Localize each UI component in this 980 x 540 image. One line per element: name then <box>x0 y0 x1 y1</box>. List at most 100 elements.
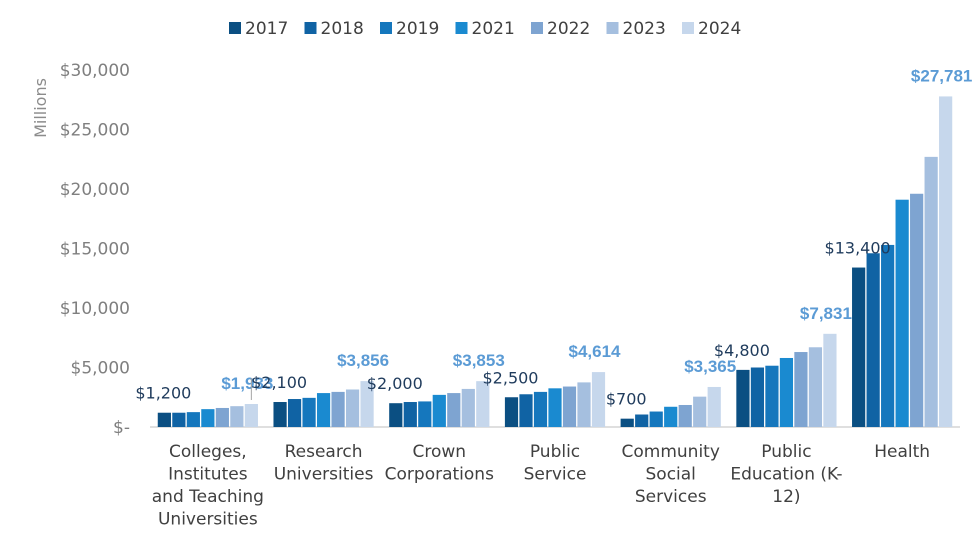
category-label: Community <box>622 442 720 462</box>
legend-label-2017: 2017 <box>245 19 288 39</box>
data-label-last: $4,614 <box>569 342 622 361</box>
bar <box>924 156 938 427</box>
y-tick-label: $- <box>113 418 130 438</box>
legend-swatch-2018 <box>304 22 317 34</box>
category-label: Public <box>530 442 580 462</box>
bar <box>244 404 258 427</box>
y-tick-label: $25,000 <box>60 121 130 141</box>
category-label: Corporations <box>385 465 494 485</box>
bar <box>533 391 548 427</box>
y-tick-label: $20,000 <box>60 180 130 200</box>
bar <box>331 391 345 427</box>
legend-label-2019: 2019 <box>396 19 439 39</box>
bar <box>591 372 606 427</box>
data-label-first: $700 <box>606 390 647 409</box>
bar <box>664 406 678 427</box>
bar <box>794 352 808 427</box>
data-label-first: $1,200 <box>135 384 191 403</box>
bar <box>519 394 533 427</box>
bar <box>910 193 924 427</box>
bar <box>157 412 171 427</box>
bar <box>345 389 360 427</box>
bar <box>693 396 707 427</box>
bar <box>779 357 794 427</box>
bar <box>418 401 432 427</box>
category-label: Crown <box>412 442 466 462</box>
category-label: Institutes <box>168 465 248 485</box>
category-label: Services <box>635 487 707 507</box>
bar <box>635 414 649 427</box>
bar <box>504 397 519 427</box>
bar <box>403 402 417 427</box>
legend-swatch-2021 <box>455 22 468 34</box>
bar <box>678 404 692 427</box>
y-axis-ticks: $- $5,000 $10,000 $15,000 $20,000 $25,000 $30,… <box>60 61 130 438</box>
legend-label-2024: 2024 <box>698 19 741 39</box>
legend-label-2022: 2022 <box>547 19 590 39</box>
bar <box>649 411 663 427</box>
category-label: Health <box>874 442 930 462</box>
bar <box>736 369 750 427</box>
y-tick-label: $5,000 <box>71 359 130 379</box>
bar <box>707 386 721 427</box>
category-label: Universities <box>274 465 374 485</box>
bar <box>273 402 287 427</box>
data-label-first: $13,400 <box>825 239 891 258</box>
category-label: Research <box>285 442 363 462</box>
y-tick-label: $15,000 <box>60 240 130 260</box>
bar <box>389 403 403 427</box>
category-label: Universities <box>158 510 258 530</box>
data-label-last: $3,856 <box>337 351 389 370</box>
legend-label-2023: 2023 <box>623 19 666 39</box>
bar <box>201 409 215 427</box>
category-label: Colleges, <box>169 442 247 462</box>
data-label-last: $27,781 <box>911 66 972 85</box>
bar <box>548 388 562 427</box>
category-label: 12) <box>772 487 800 507</box>
bar <box>360 381 374 427</box>
bar <box>432 394 446 427</box>
data-label-first: $4,800 <box>714 341 770 360</box>
bar <box>172 412 186 427</box>
legend-swatch-2017 <box>229 22 241 34</box>
bar <box>852 267 866 427</box>
data-labels: $1,200 $1,933$2,100 $3,856 $2,000 $3,853$2,5… <box>135 66 972 408</box>
legend-swatch-2024 <box>682 22 694 34</box>
bar <box>230 406 244 427</box>
bar <box>750 367 765 427</box>
legend-label-2021: 2021 <box>472 19 515 39</box>
data-label-last: $1,933 <box>221 374 273 393</box>
data-label-last: $3,853 <box>453 351 505 370</box>
legend-swatch-2022 <box>531 22 543 34</box>
data-label-last: $3,365 <box>684 357 736 376</box>
bars <box>157 96 953 428</box>
bar <box>562 386 577 427</box>
legend-swatch-2019 <box>380 22 392 34</box>
legend-label-2018: 2018 <box>321 19 364 39</box>
category-label: and Teaching <box>152 487 264 507</box>
y-tick-label: $10,000 <box>60 299 130 319</box>
bar <box>447 393 461 427</box>
data-label-first: $2,100 <box>251 373 307 392</box>
bar <box>287 399 302 427</box>
bar <box>186 412 200 428</box>
bar <box>823 333 837 427</box>
bar <box>881 244 895 427</box>
legend: 2017 2018 2019 2021 2022 2023 2024 <box>229 19 741 39</box>
bar <box>765 365 779 427</box>
bar <box>461 388 475 427</box>
bar <box>808 347 823 427</box>
category-label: Social <box>646 465 696 485</box>
bar <box>939 96 953 427</box>
legend-swatch-2023 <box>606 22 619 34</box>
y-tick-label: $30,000 <box>60 61 130 81</box>
data-label-first: $2,000 <box>367 374 423 393</box>
category-label: Education (K- <box>730 465 842 485</box>
bar <box>316 393 331 427</box>
y-axis-label: Millions <box>31 78 50 138</box>
bar <box>866 253 880 427</box>
bar <box>620 418 634 427</box>
data-label-first: $2,500 <box>483 368 539 387</box>
